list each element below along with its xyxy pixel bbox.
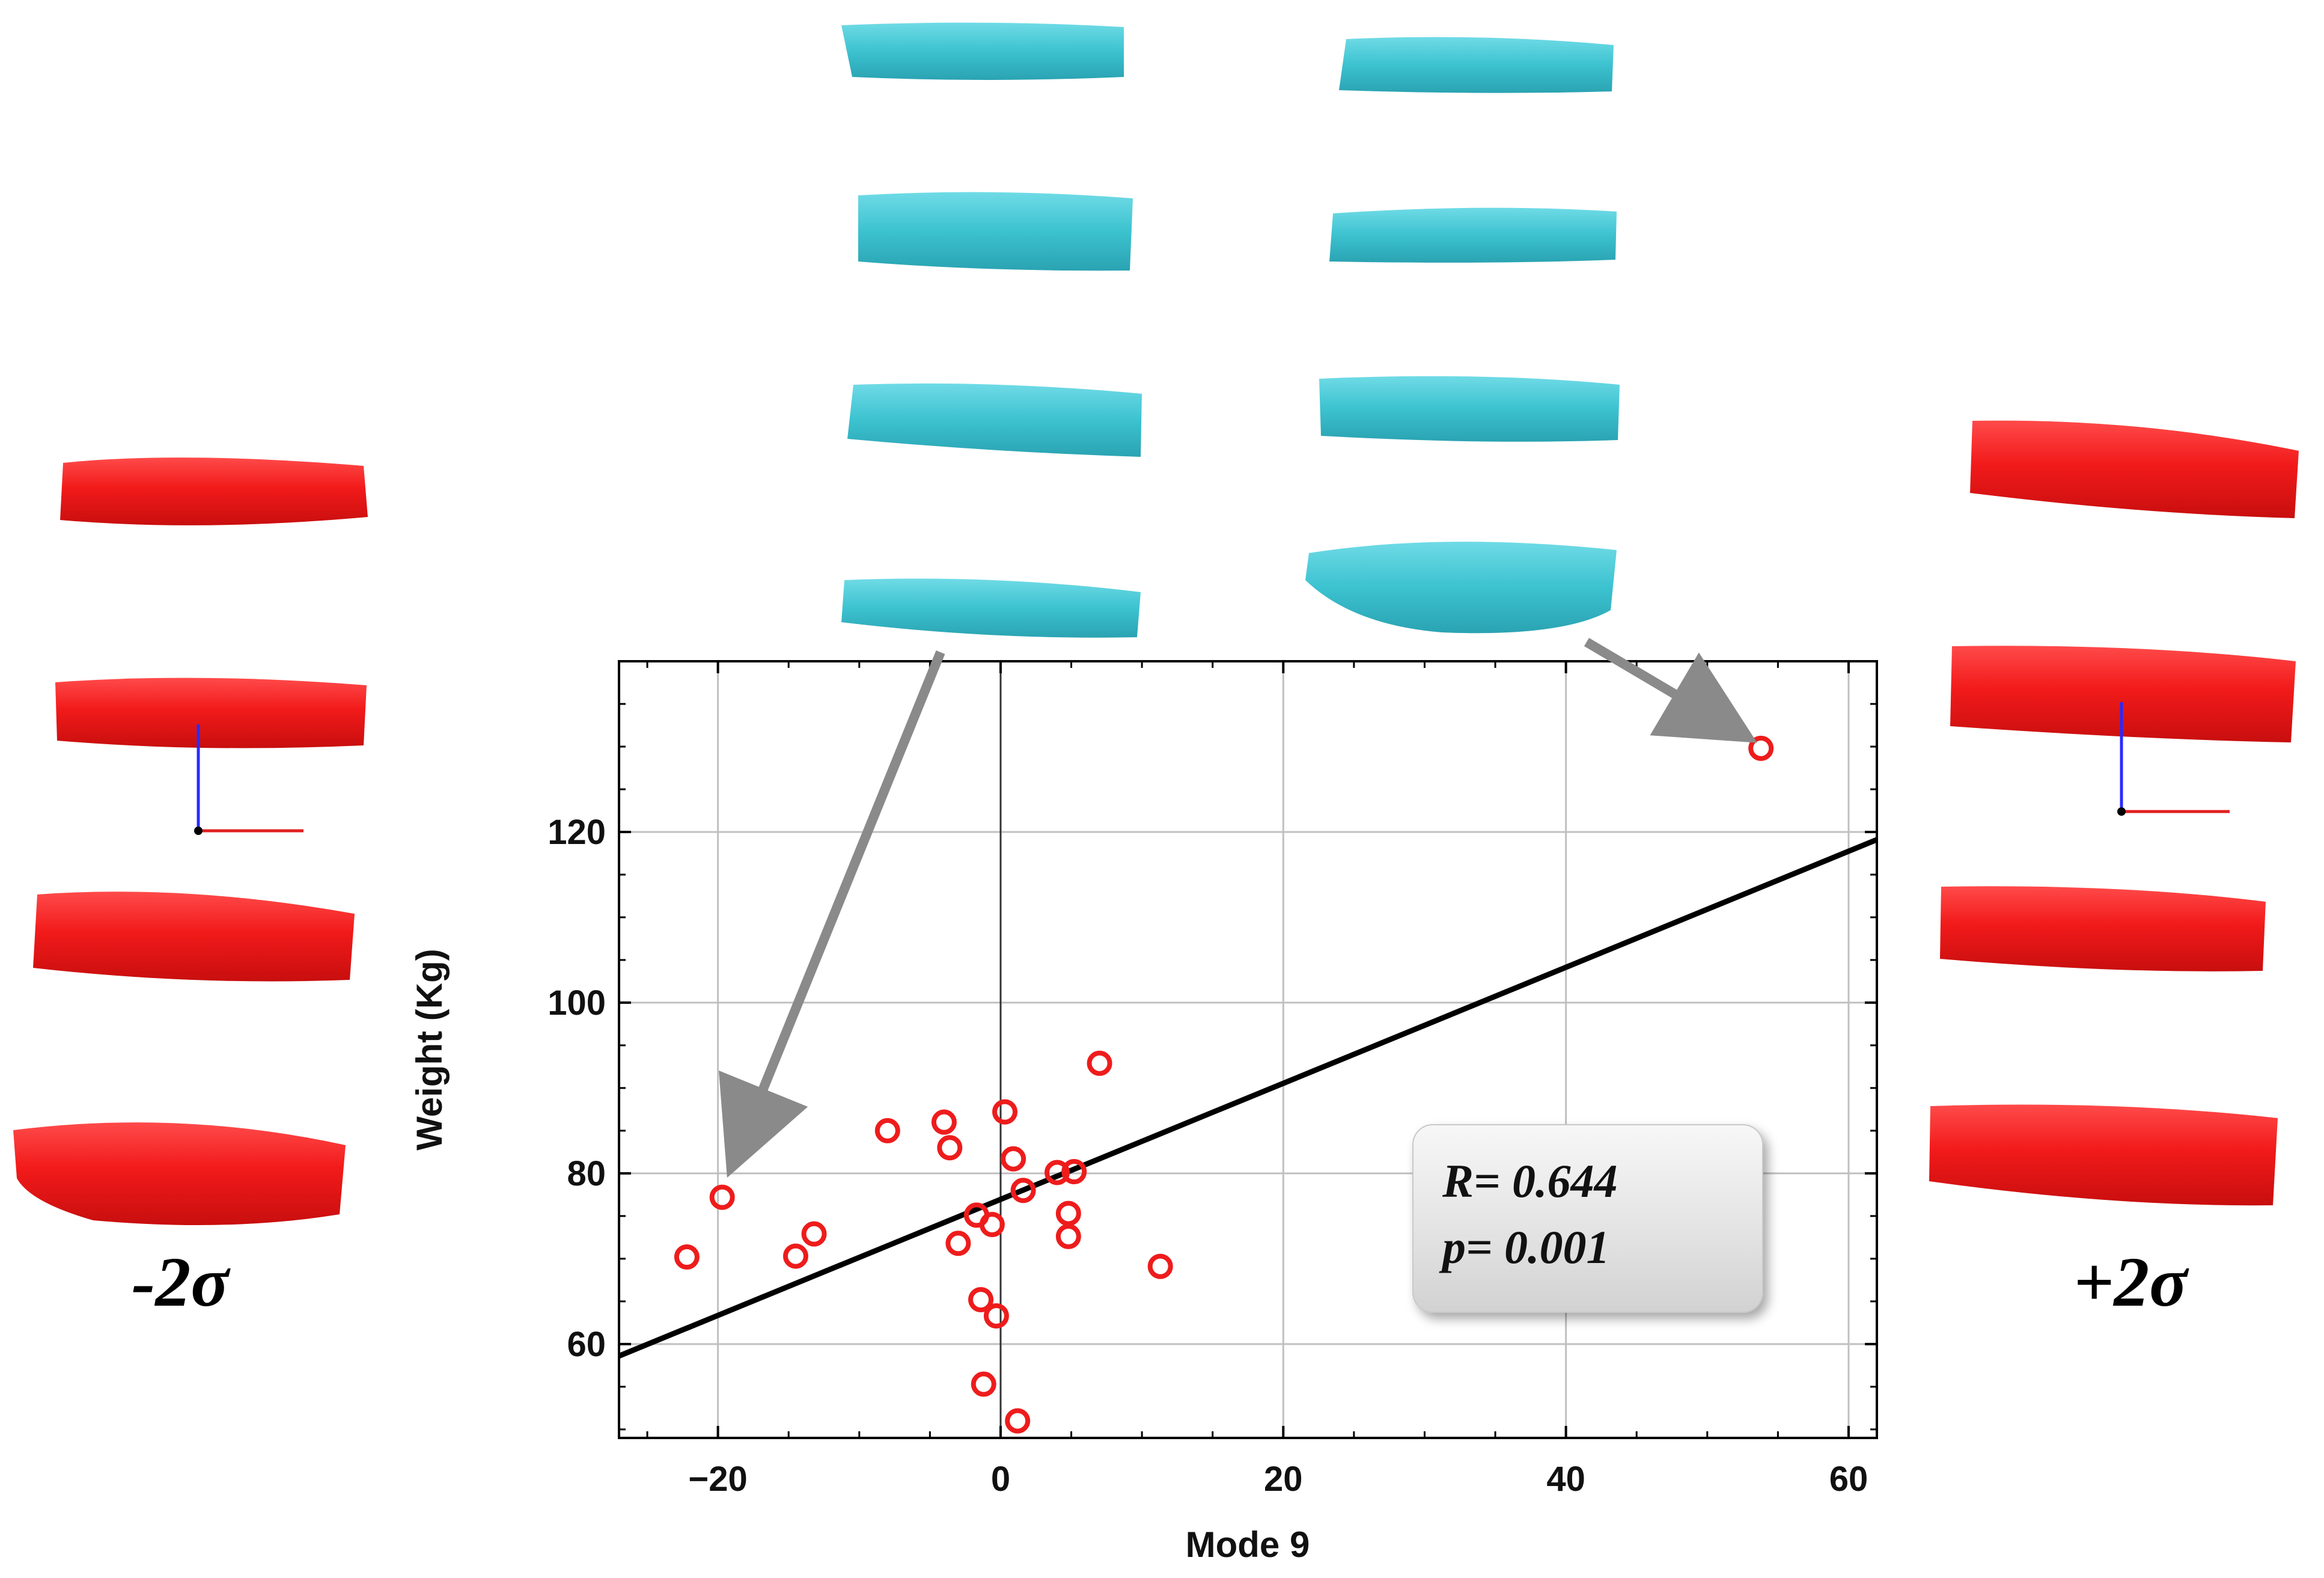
cyan-shape-8 [1305, 542, 1617, 634]
data-point [1005, 1408, 1031, 1434]
x-tick-labels: −20 0 20 40 60 [688, 1460, 1868, 1499]
x-tick-label: −20 [688, 1460, 747, 1499]
red-shape-left-2 [55, 677, 367, 748]
cyan-shapes [841, 22, 1620, 638]
data-point [782, 1243, 808, 1269]
data-point [979, 1212, 1005, 1238]
red-shape-right-3 [1940, 886, 2266, 971]
y-tick-labels: 60 80 100 120 [547, 813, 606, 1364]
arrow-right [1584, 638, 1757, 743]
data-point [992, 1099, 1018, 1125]
red-shape-left-4 [13, 1122, 346, 1225]
y-tick-label: 60 [567, 1325, 606, 1364]
p-value: p= 0.001 [1442, 1221, 1610, 1273]
y-axis-title: Weight (Kg) [409, 949, 450, 1150]
cyan-shape-6 [1319, 376, 1620, 442]
axes-glyph-left [194, 724, 303, 835]
x-axis-title: Mode 9 [1186, 1524, 1310, 1565]
cyan-shape-4 [1329, 207, 1617, 263]
data-point [937, 1135, 963, 1161]
data-point [971, 1371, 996, 1397]
y-tick-label: 80 [567, 1154, 606, 1193]
x-tick-label: 40 [1546, 1460, 1585, 1499]
data-point [1055, 1200, 1081, 1226]
minus-sigma-label: -2σ [132, 1243, 231, 1321]
cyan-shape-5 [847, 383, 1142, 457]
data-point [874, 1118, 900, 1143]
x-tick-label: 20 [1264, 1460, 1303, 1499]
data-point [801, 1221, 827, 1247]
scatter-plot: −20 0 20 40 60 60 80 100 120 [547, 660, 1878, 1499]
red-shapes-left [13, 457, 368, 1225]
axes-glyph-right [2117, 702, 2230, 816]
data-point [1061, 1159, 1087, 1185]
r-value: R= 0.644 [1442, 1155, 1618, 1207]
plot-frame [618, 660, 1878, 1439]
y-tick-label: 100 [547, 983, 606, 1023]
cyan-shape-1 [841, 22, 1124, 80]
cyan-shape-7 [841, 578, 1141, 638]
red-shape-left-1 [60, 457, 368, 525]
red-shape-right-1 [1970, 420, 2299, 518]
data-point [1045, 1160, 1070, 1185]
data-point [968, 1286, 994, 1312]
red-shape-right-2 [1950, 646, 2296, 742]
cyan-shape-2 [1339, 37, 1614, 93]
data-point [1055, 1223, 1081, 1249]
axis-ticks [619, 661, 1877, 1438]
plus-sigma-label: +2σ [2073, 1243, 2189, 1321]
x-tick-label: 0 [991, 1460, 1010, 1499]
data-point [1087, 1050, 1112, 1076]
red-shape-right-4 [1929, 1104, 2278, 1206]
y-tick-label: 120 [547, 813, 606, 852]
cyan-shape-3 [858, 192, 1133, 271]
data-point [1748, 735, 1774, 761]
red-shapes-right [1929, 420, 2299, 1206]
regression-line [618, 837, 1878, 1359]
arrow-left [718, 650, 945, 1178]
x-tick-label: 60 [1829, 1460, 1868, 1499]
data-point [1010, 1178, 1036, 1203]
red-shape-left-3 [33, 891, 355, 982]
data-point [1147, 1253, 1173, 1279]
data-points [674, 735, 1774, 1434]
stats-box: R= 0.644 p= 0.001 [1412, 1124, 1763, 1313]
data-point [709, 1184, 735, 1210]
data-point [945, 1231, 971, 1256]
data-point [983, 1303, 1009, 1329]
arrows [718, 638, 1757, 1178]
data-point [931, 1109, 957, 1135]
data-point [1001, 1146, 1026, 1172]
data-point [674, 1244, 700, 1270]
